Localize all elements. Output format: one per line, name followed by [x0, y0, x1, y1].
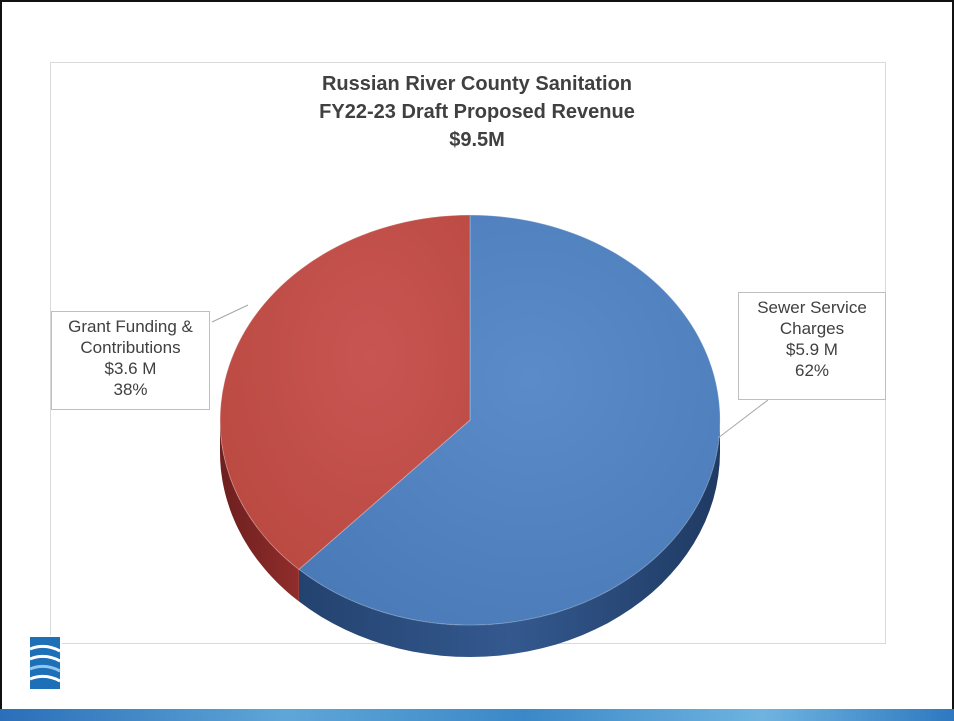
data-label-sewer-line-1: Sewer Service [757, 298, 867, 317]
leader-line-grant-funding [211, 304, 249, 323]
chart-title-line-3: $9.5M [449, 129, 505, 151]
pie-slice-grant-funding [219, 214, 471, 571]
chart-title-line-2: FY22-23 Draft Proposed Revenue [319, 101, 635, 123]
data-label-grant-line-1: Grant Funding & [68, 317, 193, 336]
data-label-sewer-amount: $5.9 M [786, 340, 838, 359]
leader-line-sewer-service [717, 399, 769, 439]
pie-slice-grant-funding-side [220, 420, 299, 602]
footer-band [0, 709, 954, 721]
data-label-grant-amount: $3.6 M [104, 359, 157, 378]
data-label-sewer-line-2: Charges [779, 319, 845, 338]
data-label-sewer-service: Sewer Service Charges $5.9 M 62% [738, 292, 886, 400]
data-label-grant-line-2: Contributions [80, 338, 181, 357]
agency-logo-icon [28, 635, 62, 691]
data-label-grant-percent: 38% [113, 380, 148, 399]
pie-slice-sewer-service [298, 214, 721, 626]
data-label-grant-funding: Grant Funding & Contributions $3.6 M 38% [51, 311, 210, 410]
chart-title-line-1: Russian River County Sanitation [321, 73, 633, 95]
data-label-sewer-percent: 62% [794, 361, 830, 380]
pie-slice-sewer-service-side [298, 420, 720, 657]
